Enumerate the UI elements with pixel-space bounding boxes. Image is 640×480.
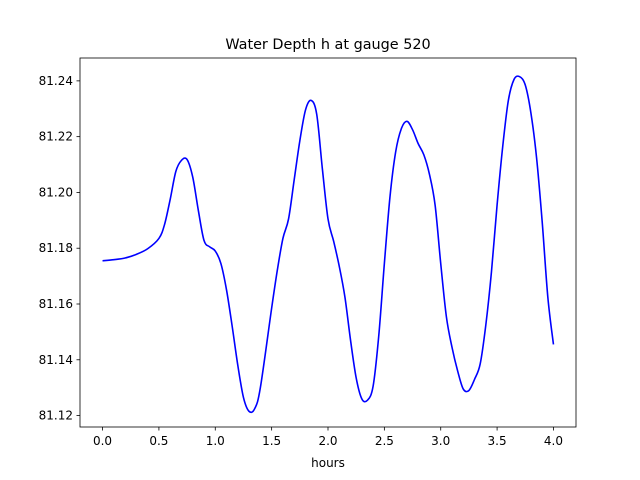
x-tick-label: 1.0 bbox=[206, 434, 225, 448]
y-axis-ticks: 81.12 81.14 81.16 81.18 81.20 81.22 81.24 bbox=[39, 74, 80, 423]
x-tick-label: 0.5 bbox=[149, 434, 168, 448]
x-tick-label: 4.0 bbox=[544, 434, 563, 448]
series-line bbox=[102, 75, 555, 414]
x-tick-label: 0.0 bbox=[93, 434, 112, 448]
chart-title: Water Depth h at gauge 520 bbox=[225, 37, 430, 53]
x-axis-ticks: 0.0 0.5 1.0 1.5 2.0 2.5 3.0 3.5 4.0 bbox=[93, 427, 563, 448]
x-axis-label: hours bbox=[311, 456, 345, 470]
y-tick-label: 81.14 bbox=[39, 353, 73, 367]
x-tick-label: 2.5 bbox=[375, 434, 394, 448]
series-layer bbox=[102, 75, 555, 414]
plot-frame bbox=[79, 57, 577, 428]
y-tick-label: 81.12 bbox=[39, 409, 73, 423]
y-tick-label: 81.18 bbox=[39, 241, 73, 255]
x-tick-label: 3.0 bbox=[431, 434, 450, 448]
x-tick-label: 3.5 bbox=[488, 434, 507, 448]
y-tick-label: 81.22 bbox=[39, 130, 73, 144]
y-tick-label: 81.16 bbox=[39, 297, 73, 311]
y-tick-label: 81.24 bbox=[39, 74, 73, 88]
x-tick-label: 2.0 bbox=[318, 434, 337, 448]
y-tick-label: 81.20 bbox=[39, 185, 73, 199]
x-tick-label: 1.5 bbox=[262, 434, 281, 448]
